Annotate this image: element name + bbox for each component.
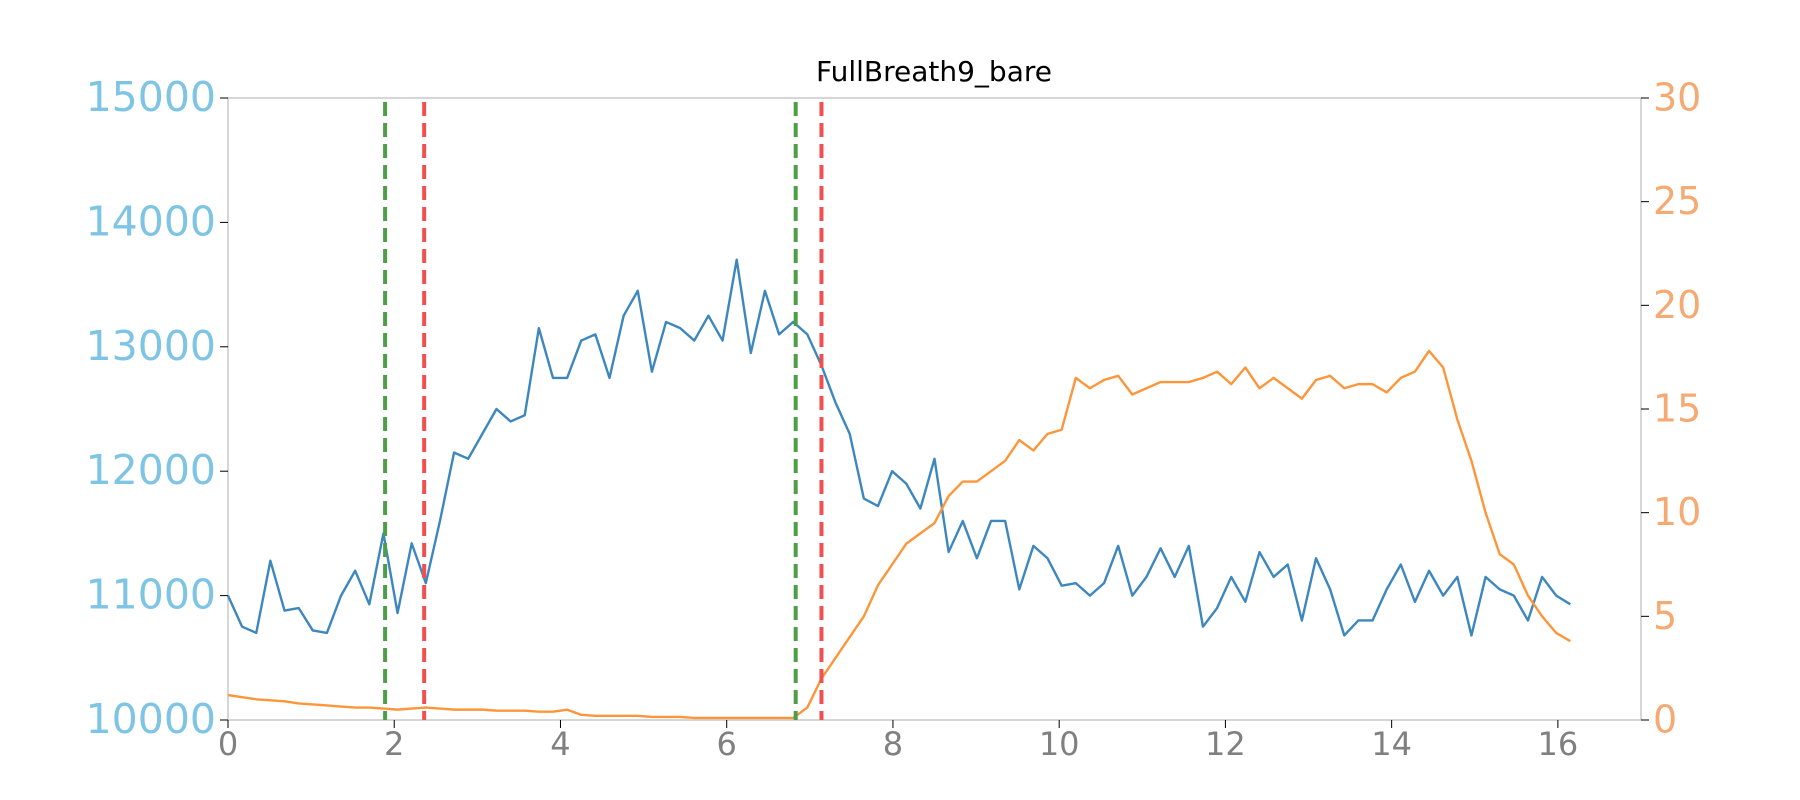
- x-tick-label: 10: [1039, 725, 1080, 763]
- y2-tick-label: 20: [1653, 283, 1701, 327]
- x-tick-label: 4: [550, 725, 570, 763]
- x-tick-label: 12: [1205, 725, 1246, 763]
- series-line: [227, 349, 1571, 720]
- y2-tick-label: 15: [1653, 387, 1701, 431]
- y2-tick-label: 5: [1653, 594, 1677, 638]
- x-tick-label: 8: [883, 725, 903, 763]
- x-tick-label: 2: [384, 725, 404, 763]
- plot-frame: [227, 97, 1642, 721]
- x-tick-label: 14: [1371, 725, 1412, 763]
- y2-tick-label: 30: [1653, 76, 1701, 120]
- series-line: [226, 258, 1571, 637]
- y2-tick-label: 10: [1653, 490, 1701, 534]
- y-tick-label: 13000: [86, 322, 216, 370]
- y2-tick-label: 25: [1653, 179, 1701, 223]
- y-tick-label: 12000: [86, 446, 216, 494]
- x-tick-label: 16: [1538, 725, 1579, 763]
- y-tick-label: 14000: [86, 197, 216, 245]
- y-tick-label: 10000: [86, 695, 216, 743]
- x-tick-label: 0: [218, 725, 238, 763]
- x-tick-label: 6: [717, 725, 737, 763]
- y-tick-label: 15000: [86, 73, 216, 121]
- y2-tick-label: 0: [1653, 698, 1677, 742]
- y-tick-label: 11000: [86, 571, 216, 619]
- chart-title: FullBreath9_bare: [816, 55, 1052, 88]
